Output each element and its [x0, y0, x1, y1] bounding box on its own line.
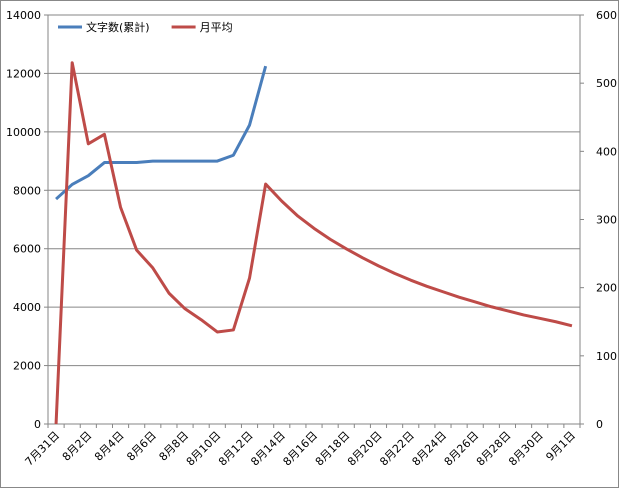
- y-tick-label: 8000: [13, 184, 41, 197]
- y2-tick-label: 100: [596, 350, 617, 363]
- y2-tick-label: 600: [596, 9, 617, 22]
- y-tick-label: 2000: [13, 360, 41, 373]
- y-tick-label: 4000: [13, 301, 41, 314]
- legend-label: 月平均: [200, 21, 233, 34]
- series-line: [55, 65, 268, 201]
- y2-tick-label: 0: [596, 418, 603, 431]
- y-tick-label: 12000: [6, 67, 41, 80]
- y-tick-label: 14000: [6, 9, 41, 22]
- series-line: [54, 61, 573, 425]
- y2-tick-label: 200: [596, 282, 617, 295]
- y-tick-label: 10000: [6, 126, 41, 139]
- y2-tick-label: 400: [596, 145, 617, 158]
- y2-tick-label: 500: [596, 77, 617, 90]
- y-tick-label: 6000: [13, 243, 41, 256]
- y-tick-label: 0: [34, 418, 41, 431]
- y2-tick-label: 300: [596, 214, 617, 227]
- legend-label: 文字数(累計): [86, 20, 150, 34]
